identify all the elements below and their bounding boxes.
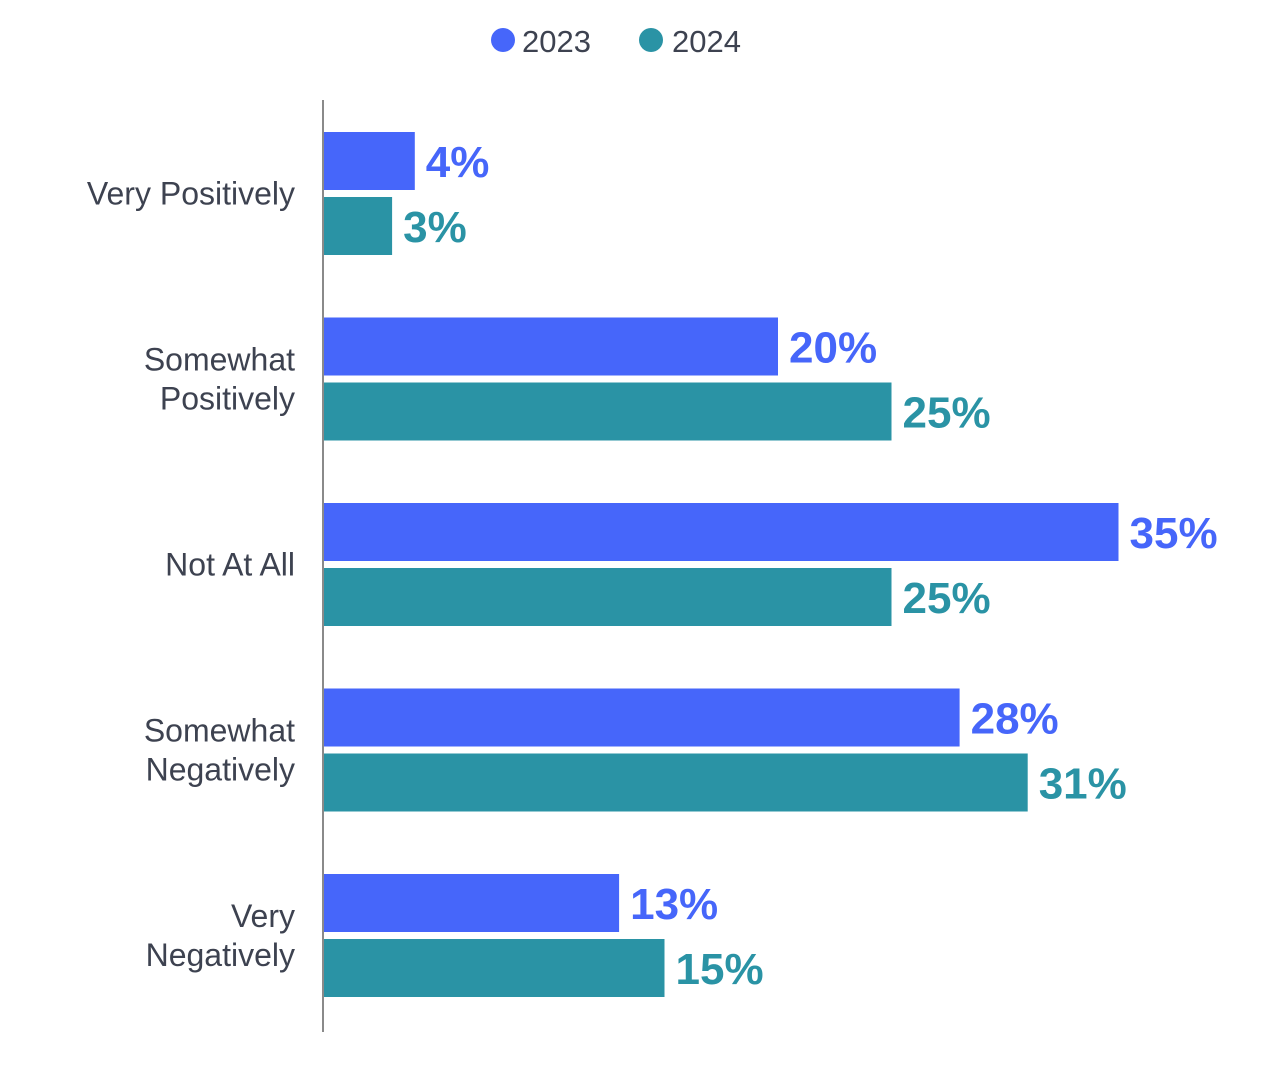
data-label-2024: 31% [1039, 760, 1127, 809]
bar-2024 [324, 197, 393, 255]
data-label-2023: 4% [426, 138, 490, 187]
category-label-line: Very Positively [87, 176, 295, 212]
data-label-2024: 3% [403, 203, 467, 252]
category-label-line: Positively [160, 381, 295, 417]
category-label: Somewhat Negatively [144, 713, 295, 788]
bar-2024 [324, 939, 665, 997]
category-label-line: Negatively [146, 937, 295, 973]
data-label-2024: 15% [676, 945, 764, 994]
category-label-line: Very [231, 898, 295, 934]
bar-2023 [324, 874, 620, 932]
category-label: Somewhat Positively [144, 342, 295, 417]
category-label-line: Somewhat [144, 342, 295, 378]
bar-2024 [324, 568, 892, 626]
category-label-line: Negatively [146, 752, 295, 788]
legend: 2023 2024 [491, 24, 741, 59]
data-label-2023: 28% [971, 695, 1059, 744]
data-label-2023: 20% [789, 324, 877, 373]
category-label-line: Not At All [165, 547, 295, 583]
bars [324, 132, 1119, 997]
bar-2024 [324, 382, 892, 441]
category-label-line: Somewhat [144, 713, 295, 749]
data-label-2023: 13% [630, 880, 718, 929]
bar-2023 [324, 317, 778, 376]
bar-2023 [324, 503, 1119, 561]
category-label: Very Positively [87, 176, 295, 212]
category-label: Very Negatively [146, 898, 295, 973]
bar-2024 [324, 753, 1028, 812]
legend-marker-2023 [491, 28, 515, 52]
category-label: Not At All [165, 547, 295, 583]
data-label-2024: 25% [903, 574, 991, 623]
data-label-2024: 25% [903, 389, 991, 438]
value-labels: 4% 3% 20% 25% 35% 25% 28% 31% 13% 15% [403, 138, 1217, 994]
legend-marker-2024 [639, 28, 663, 52]
legend-label-2024: 2024 [672, 24, 741, 59]
legend-label-2023: 2023 [522, 24, 591, 59]
bar-2023 [324, 688, 960, 747]
data-label-2023: 35% [1130, 509, 1218, 558]
bar-2023 [324, 132, 415, 190]
